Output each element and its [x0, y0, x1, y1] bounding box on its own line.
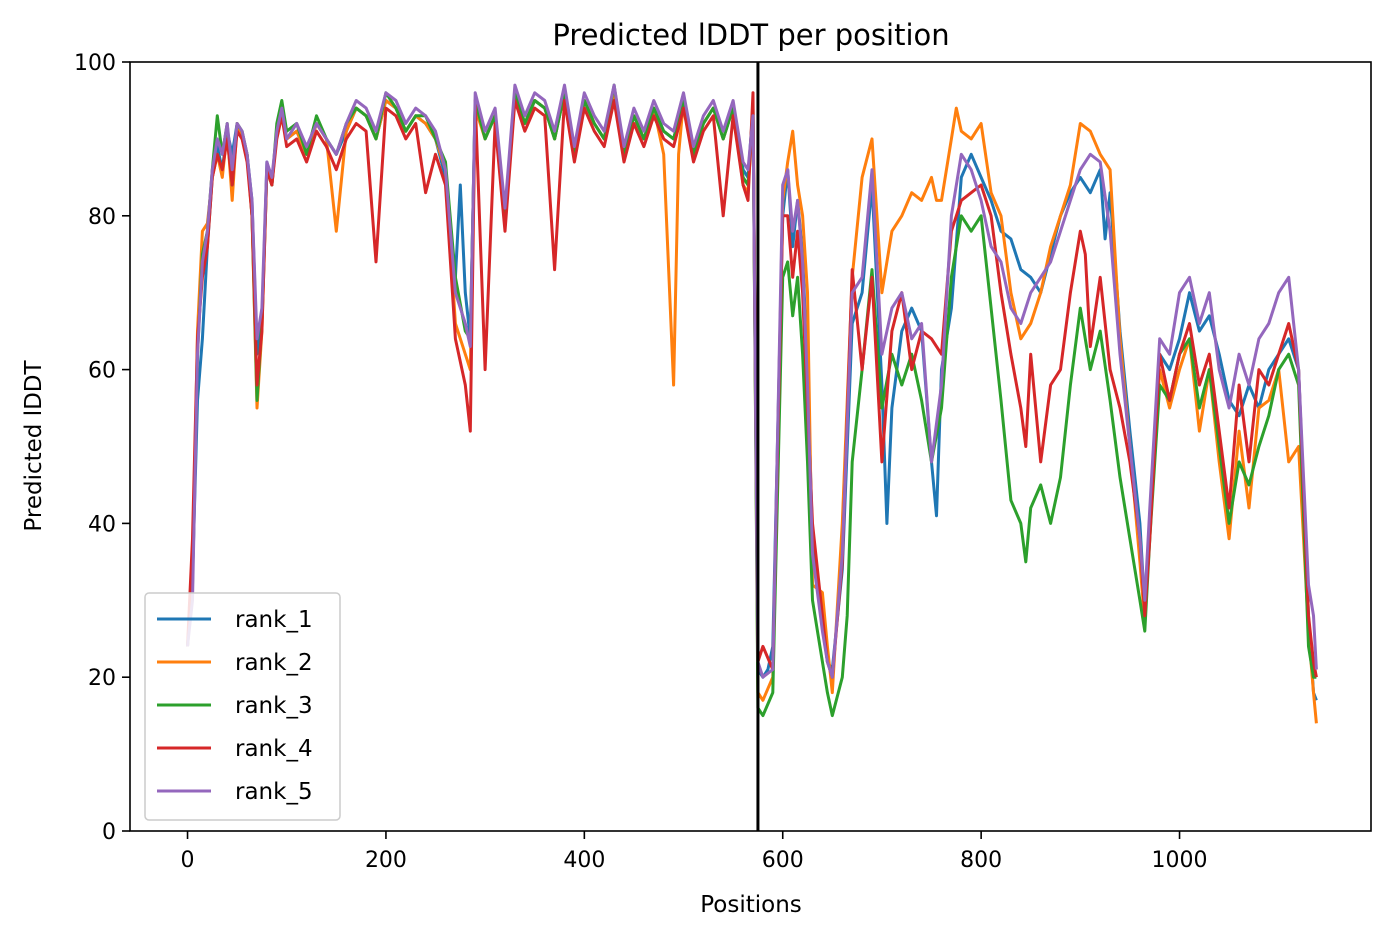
legend-label-rank_2: rank_2 [235, 650, 313, 676]
chart-title: Predicted lDDT per position [552, 18, 949, 52]
x-tick-label: 400 [563, 848, 605, 873]
legend-label-rank_4: rank_4 [235, 736, 313, 762]
series-line-rank_4 [186, 91, 1318, 679]
legend-label-rank_1: rank_1 [235, 607, 313, 633]
plot-area [129, 61, 1372, 832]
x-tick-label: 200 [365, 848, 407, 873]
series-line-rank_5 [186, 83, 1318, 679]
legend-label-rank_5: rank_5 [235, 779, 313, 805]
x-tick-label: 0 [181, 848, 195, 873]
y-tick-label: 40 [88, 512, 116, 537]
x-tick-label: 800 [960, 848, 1002, 873]
legend: rank_1 rank_2 rank_3 rank_4 rank_5 [144, 592, 341, 821]
series-layer [186, 83, 1318, 724]
y-axis: 0 20 40 60 80 100 [74, 51, 130, 845]
y-axis-label: Predicted lDDT [21, 359, 47, 531]
plot-frame [129, 61, 1372, 832]
y-tick-label: 100 [74, 51, 116, 76]
y-tick-label: 60 [88, 359, 116, 384]
x-tick-label: 1000 [1152, 848, 1208, 873]
y-tick-label: 80 [88, 205, 116, 230]
x-axis-label: Positions [700, 892, 802, 918]
x-axis: 0 200 400 600 800 1000 [181, 831, 1208, 873]
x-tick-label: 600 [762, 848, 804, 873]
y-tick-label: 20 [88, 666, 116, 691]
legend-label-rank_3: rank_3 [235, 693, 313, 719]
legend-box [144, 592, 341, 821]
y-tick-label: 0 [102, 820, 116, 845]
